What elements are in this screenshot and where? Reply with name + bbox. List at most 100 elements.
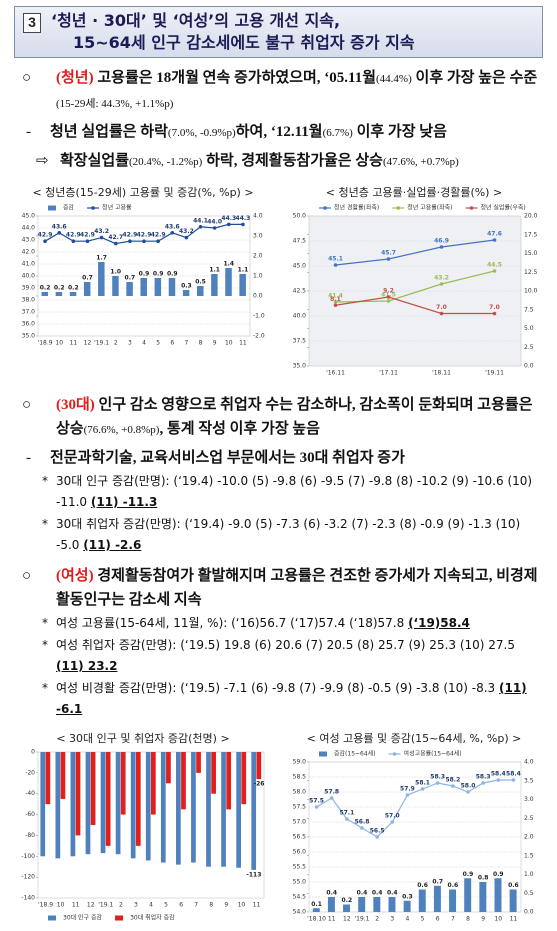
tick-label: 3.0 xyxy=(524,796,534,803)
data-label: 7.0 xyxy=(436,304,447,311)
bar xyxy=(403,900,411,912)
point xyxy=(43,239,47,243)
bar xyxy=(211,274,218,296)
tick-label: 40.0 xyxy=(22,273,36,280)
text-run: 인구 감소 영향으로 취업자 수는 감소하나, 감소폭이 둔화되며 고용률은 상… xyxy=(56,397,533,437)
paragraph: ○ (청년) 고용률은 18개월 연속 증가하였으며, ‘05.11월(44.4%… xyxy=(14,66,543,116)
bar xyxy=(60,752,66,799)
bar xyxy=(225,268,232,296)
point xyxy=(329,796,334,800)
point xyxy=(57,231,61,235)
x-tick-label: 9 xyxy=(213,340,217,347)
data-label: 0.9 xyxy=(167,271,178,278)
text-run: 청년 실업률은 하락 xyxy=(50,124,168,140)
point xyxy=(99,235,104,240)
x-tick-label: 3 xyxy=(390,916,394,923)
bar xyxy=(40,752,46,857)
bar xyxy=(327,897,335,912)
text-run: (청년) xyxy=(56,70,94,86)
bar xyxy=(206,752,211,867)
body: 3 ‘청년 · 30대’ 및 ‘여성’의 고용 개선 지속, 15~64세 인구… xyxy=(14,6,543,923)
bar xyxy=(226,752,232,810)
point xyxy=(142,239,146,243)
x-tick-label: 2 xyxy=(375,916,379,923)
bar xyxy=(130,752,136,859)
bar xyxy=(358,897,366,912)
title-line: ‘청년 · 30대’ 및 ‘여성’의 고용 개선 지속, xyxy=(51,11,341,30)
bar xyxy=(70,752,76,857)
point xyxy=(492,238,497,242)
text-run: , 통계 작성 이후 가장 높음 xyxy=(159,421,320,437)
data-label: 0.3 xyxy=(181,283,192,290)
data-label: 58.4 xyxy=(491,771,506,778)
legend-swatch xyxy=(91,206,95,210)
point xyxy=(333,300,338,304)
paragraph: ○ (여성) 경제활동참여가 활발해지며 고용률은 견조한 증가세가 지속되고, … xyxy=(14,564,543,612)
data-label: 0.2 xyxy=(68,285,79,292)
bullet: - xyxy=(26,450,31,466)
line xyxy=(335,296,495,315)
data-label: 41.5 xyxy=(381,292,396,299)
text-run: 경제활동참여가 활발해지며 고용률은 견조한 증가세가 지속되고, 비경제활동인… xyxy=(56,568,538,608)
data-label: -26 xyxy=(254,781,265,788)
data-label: 43.6 xyxy=(165,223,180,230)
bar xyxy=(168,278,176,296)
bar xyxy=(45,752,51,805)
bar xyxy=(343,904,351,912)
tick-label: 36.0 xyxy=(22,321,36,328)
bar xyxy=(85,752,91,855)
x-tick-label: 10 xyxy=(238,902,246,909)
tick-label: 17.5 xyxy=(524,231,538,238)
x-tick-label: '18.10 xyxy=(307,916,326,923)
legend-swatch xyxy=(469,206,474,210)
tick-label: -140 xyxy=(21,895,35,902)
text-run: 이후 가장 높은 수준 xyxy=(411,70,538,86)
data-label: 44.0 xyxy=(207,219,222,226)
x-tick-label: '16.11 xyxy=(326,370,345,377)
tick-label: 0.5 xyxy=(524,890,534,897)
bar xyxy=(239,274,246,296)
x-tick-label: 8 xyxy=(209,902,213,909)
point xyxy=(85,239,90,243)
point xyxy=(360,826,364,830)
bar xyxy=(464,878,472,912)
text-run: (20.4%, -1.2%p) xyxy=(129,156,203,168)
bar xyxy=(112,276,119,296)
data-label: 42.9 xyxy=(38,232,53,239)
data-label: 0.1 xyxy=(311,901,322,908)
bar xyxy=(151,752,156,815)
data-label: 58.1 xyxy=(415,780,430,787)
legend-label: 30대 취업자 증감 xyxy=(130,914,175,922)
data-label: 57.1 xyxy=(339,810,354,817)
data-label: 47.6 xyxy=(487,231,502,238)
legend-swatch xyxy=(323,206,327,210)
point xyxy=(128,239,132,243)
x-tick-label: 10 xyxy=(57,902,65,909)
data-label: 0.9 xyxy=(463,871,474,878)
x-tick-label: 2 xyxy=(119,902,123,909)
bar xyxy=(418,889,426,912)
bullet: ○ xyxy=(22,568,32,584)
point xyxy=(345,817,349,821)
legend-swatch xyxy=(319,751,327,757)
legend-label: 증감 xyxy=(63,205,75,212)
tick-label: 4.0 xyxy=(253,213,263,220)
data-label: 0.7 xyxy=(82,275,93,282)
chart: < 청년층(15-29세) 고용률 및 증감(%, %p) > 35.0 36.0 3… xyxy=(14,184,272,385)
bar xyxy=(312,908,320,912)
chart-title: < 여성 고용률 및 증감(15~64세, %, %p) > xyxy=(306,732,522,745)
bar xyxy=(41,292,49,296)
text-run: 30대 인구 증감(만명): (‘19.4) -10.0 (5) -9.8 (6… xyxy=(56,474,533,509)
tick-label: -1.0 xyxy=(253,313,265,320)
tick-label: 43.0 xyxy=(22,237,36,244)
bar xyxy=(55,292,63,296)
x-tick-label: '19.1 xyxy=(98,902,113,909)
bar xyxy=(479,882,487,912)
point xyxy=(435,781,440,785)
text-run: 여성 취업자 증감(만명): (‘19.5) 19.8 (6) 20.6 (7)… xyxy=(56,638,516,652)
point xyxy=(156,239,160,243)
data-label: -113 xyxy=(246,871,261,878)
tick-label: -2.0 xyxy=(253,333,265,340)
text-run: (6.7%) xyxy=(322,127,353,139)
tick-label: 0.0 xyxy=(253,293,263,300)
